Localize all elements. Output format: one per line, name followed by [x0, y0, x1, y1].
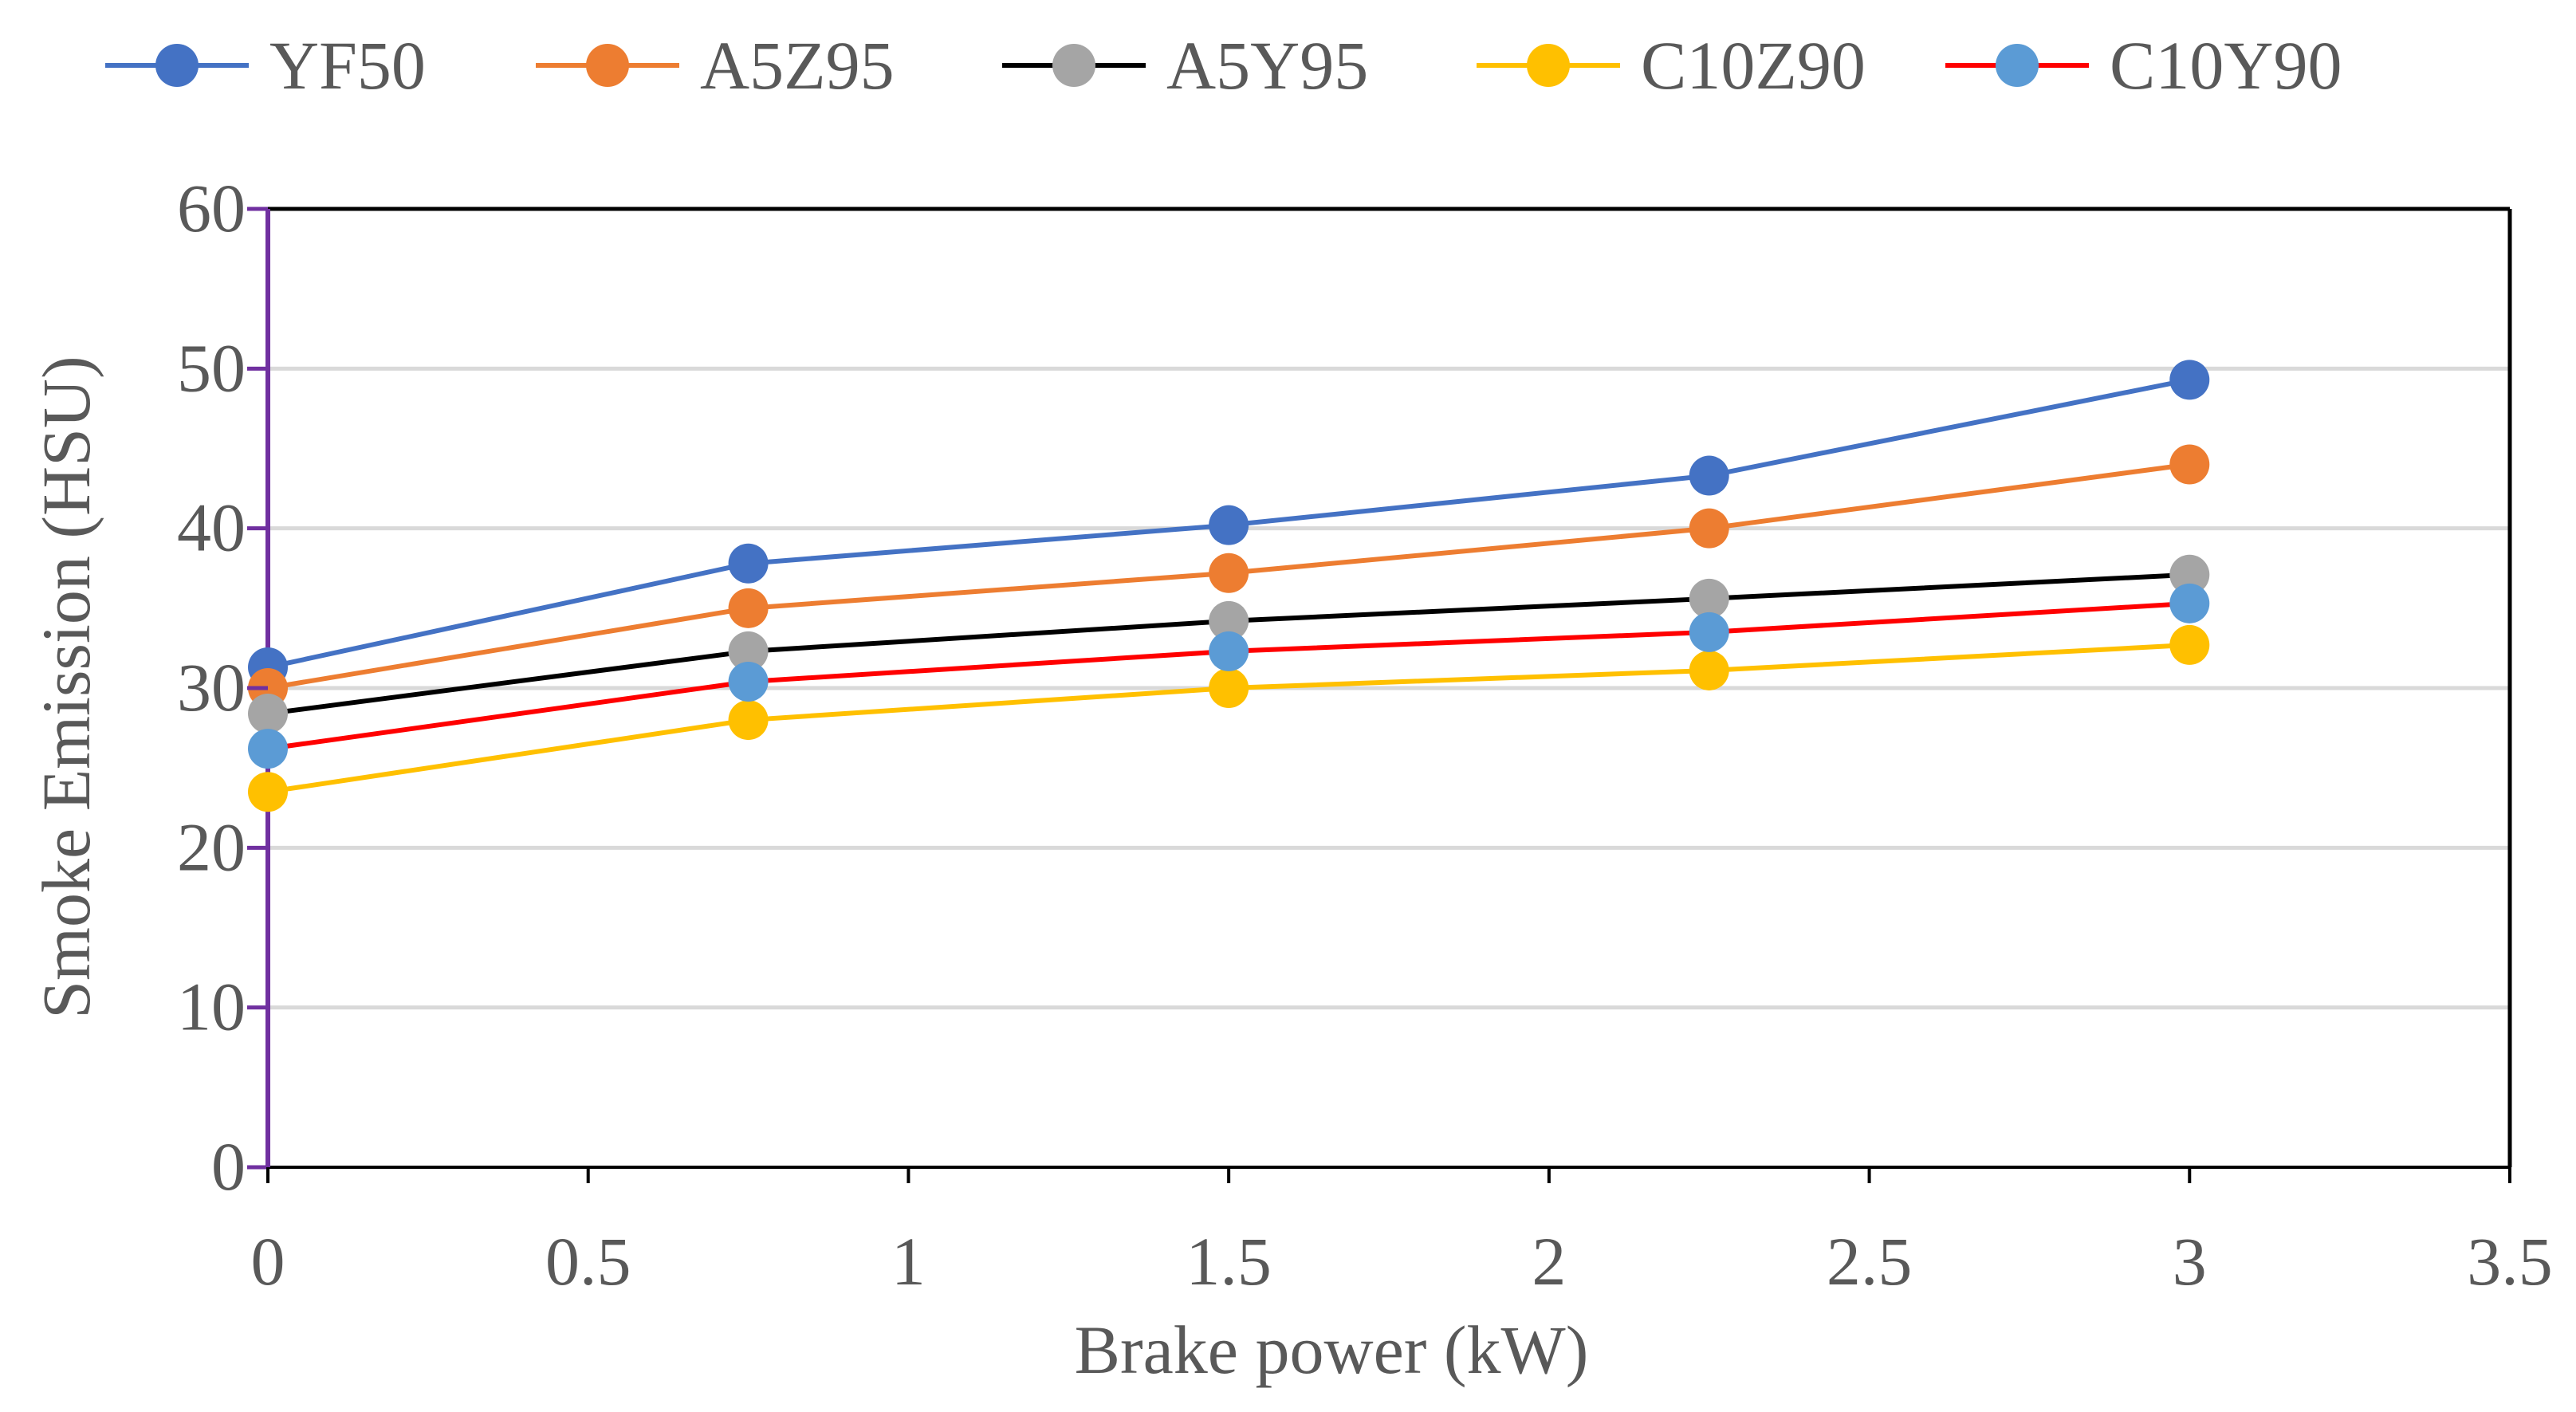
legend-item-a5z95: A5Z95 [536, 27, 895, 104]
data-point-a5z95 [728, 588, 769, 628]
y-tick-label: 60 [177, 170, 246, 246]
legend-item-a5y95: A5Y95 [1002, 27, 1368, 104]
legend-marker [1996, 44, 2039, 87]
legend-item-yf50: YF50 [105, 27, 426, 104]
legend-label: YF50 [269, 27, 426, 104]
data-point-a5z95 [2169, 444, 2210, 485]
y-tick-label: 50 [177, 329, 246, 406]
data-point-a5y95 [1689, 578, 1729, 619]
data-point-a5y95 [2169, 554, 2210, 595]
data-point-c10y90 [1689, 612, 1729, 652]
x-tick-label: 3 [2173, 1223, 2207, 1300]
y-tick-label: 20 [177, 808, 246, 885]
legend-marker [1527, 44, 1570, 87]
data-point-a5y95 [248, 694, 288, 734]
data-point-yf50 [728, 543, 769, 584]
x-axis-title: Brake power (kW) [1075, 1312, 1589, 1388]
data-point-a5y95 [1209, 600, 1249, 641]
data-point-yf50 [1689, 455, 1729, 496]
legend-label: A5Y95 [1166, 27, 1368, 104]
y-tick-label: 30 [177, 649, 246, 726]
series-group [248, 360, 2210, 812]
data-point-c10y90 [2169, 583, 2210, 623]
data-point-c10z90 [2169, 624, 2210, 665]
x-tick-label: 2 [1532, 1223, 1566, 1300]
x-tick-label: 1 [891, 1223, 926, 1300]
x-tick-label: 0 [251, 1223, 285, 1300]
legend-label: C10Z90 [1641, 27, 1866, 104]
data-point-c10z90 [248, 772, 288, 812]
x-tick-label: 1.5 [1186, 1223, 1272, 1300]
data-point-c10y90 [248, 729, 288, 769]
data-point-c10y90 [728, 661, 769, 702]
y-tick-label: 0 [211, 1128, 246, 1205]
data-point-a5z95 [1689, 508, 1729, 549]
y-tick-label: 10 [177, 969, 246, 1045]
legend-label: A5Z95 [700, 27, 895, 104]
legend-marker [1052, 44, 1095, 87]
x-tick-label: 3.5 [2467, 1223, 2553, 1300]
x-tick-label: 0.5 [545, 1223, 631, 1300]
legend-label: C10Y90 [2110, 27, 2342, 104]
x-tick-label: 2.5 [1827, 1223, 1913, 1300]
legend-marker [586, 44, 629, 87]
legend-marker [155, 44, 199, 87]
y-axis-title: Smoke Emission (HSU) [28, 356, 104, 1018]
legend-item-c10y90: C10Y90 [1945, 27, 2342, 104]
data-point-c10z90 [1209, 668, 1249, 708]
axes: 0 10 20 30 40 50 60 0 0.5 1 1.5 2 2.5 3 3.5 [177, 170, 2553, 1300]
data-point-a5y95 [728, 631, 769, 671]
legend: YF50 A5Z95 A5Y95 C10Z90 C10Y90 [105, 27, 2342, 104]
data-point-a5z95 [1209, 553, 1249, 593]
data-point-c10z90 [1689, 650, 1729, 690]
legend-item-c10z90: C10Z90 [1477, 27, 1866, 104]
data-point-yf50 [2169, 360, 2210, 400]
data-point-c10z90 [728, 700, 769, 741]
y-tick-label: 40 [177, 490, 246, 566]
data-point-c10y90 [1209, 631, 1249, 671]
data-point-yf50 [1209, 505, 1249, 545]
